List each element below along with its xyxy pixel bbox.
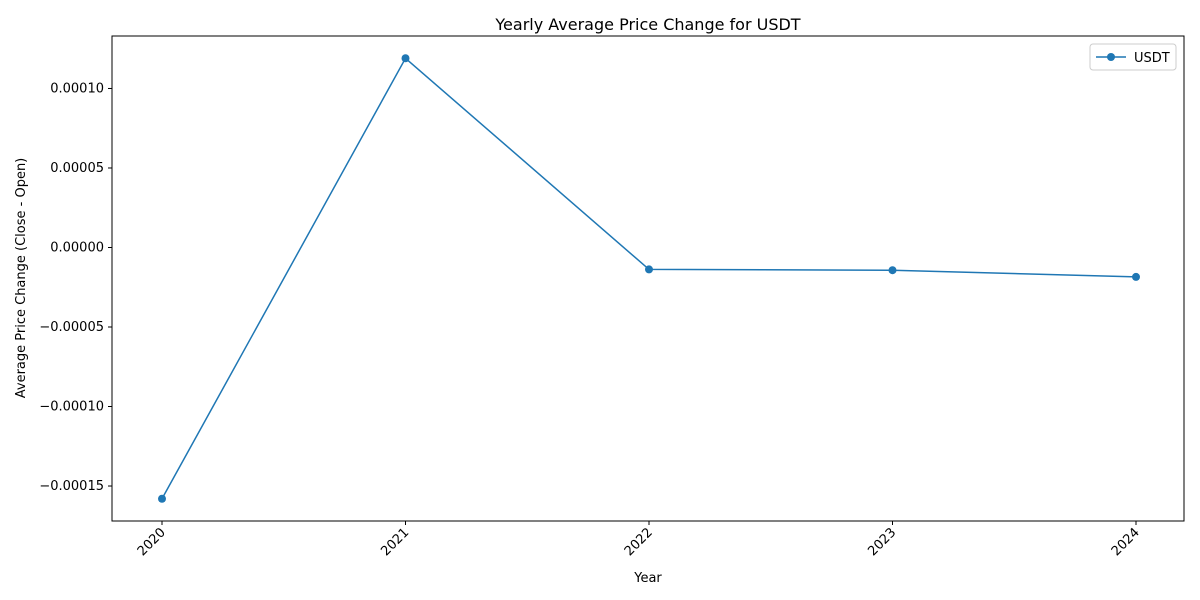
x-tick-label: 2024 [1109,525,1143,559]
x-tick-label: 2020 [135,525,169,559]
legend-box [1089,43,1177,71]
y-tick-label: 0.00000 [50,240,104,255]
legend: USDT [1089,43,1177,71]
data-point [401,54,410,63]
y-tick-label: 0.00010 [50,81,104,96]
data-point [1132,272,1140,281]
chart-marks [158,54,1140,503]
data-point [158,494,166,503]
legend-label-usdt: USDT [1134,51,1170,66]
y-tick-label: −0.00005 [39,320,104,335]
y-tick-label: −0.00015 [39,479,104,494]
y-tick-label: 0.00005 [50,161,104,176]
x-tick-label: 2021 [378,525,412,559]
y-tick-label: −0.00010 [39,400,104,415]
plot-frame [111,35,1185,522]
x-tick-label: 2023 [865,525,899,559]
x-axis-label: Year [633,571,662,586]
x-tick-label: 2022 [622,525,656,559]
plot-area [112,36,1184,521]
data-point [645,265,653,274]
y-axis-label: Average Price Change (Close - Open) [14,158,29,399]
data-point [888,266,897,275]
legend-marker [1107,53,1115,61]
chart-title: Yearly Average Price Change for USDT [494,15,800,34]
